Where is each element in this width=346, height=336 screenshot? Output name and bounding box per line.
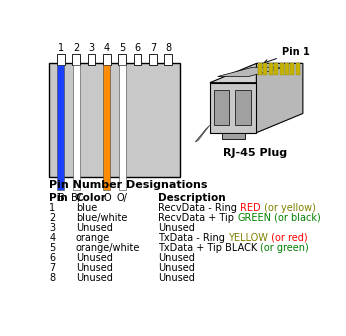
Text: B: B bbox=[57, 193, 64, 203]
Text: 2: 2 bbox=[73, 43, 79, 53]
Text: blue: blue bbox=[76, 203, 97, 213]
Text: (or black): (or black) bbox=[271, 213, 321, 223]
Text: YELLOW: YELLOW bbox=[228, 233, 268, 243]
Text: B/: B/ bbox=[71, 193, 81, 203]
Text: (or yellow): (or yellow) bbox=[261, 203, 316, 213]
Polygon shape bbox=[210, 64, 303, 83]
Text: O/: O/ bbox=[117, 193, 128, 203]
Bar bbox=[57, 54, 65, 65]
Text: 7: 7 bbox=[49, 263, 56, 273]
Text: 3: 3 bbox=[49, 223, 56, 233]
Bar bbox=[88, 54, 95, 65]
Text: 6: 6 bbox=[135, 43, 140, 53]
Bar bbox=[214, 90, 229, 125]
Bar bbox=[103, 65, 110, 190]
Text: orange: orange bbox=[76, 233, 110, 243]
Text: blue/white: blue/white bbox=[76, 213, 127, 223]
Bar bbox=[164, 54, 172, 65]
Text: RED: RED bbox=[240, 203, 261, 213]
Bar bbox=[149, 54, 157, 65]
Text: O: O bbox=[103, 193, 111, 203]
Polygon shape bbox=[274, 64, 278, 75]
Polygon shape bbox=[269, 64, 273, 75]
Polygon shape bbox=[263, 64, 267, 75]
Text: 5: 5 bbox=[119, 43, 125, 53]
Text: TxData + Tip BLACK: TxData + Tip BLACK bbox=[158, 243, 260, 253]
Text: RecvData - Ring: RecvData - Ring bbox=[158, 203, 240, 213]
Polygon shape bbox=[258, 64, 262, 75]
Text: (or red): (or red) bbox=[268, 233, 308, 243]
Polygon shape bbox=[221, 133, 245, 139]
Text: GREEN: GREEN bbox=[237, 213, 271, 223]
Polygon shape bbox=[218, 67, 283, 77]
Text: 6: 6 bbox=[49, 253, 56, 263]
Bar bbox=[57, 65, 64, 190]
Text: Unused: Unused bbox=[76, 253, 113, 263]
Text: 8: 8 bbox=[165, 43, 171, 53]
Polygon shape bbox=[256, 64, 303, 133]
Text: 1: 1 bbox=[49, 203, 56, 213]
Polygon shape bbox=[291, 64, 294, 75]
Bar bbox=[134, 54, 142, 65]
Text: Unused: Unused bbox=[158, 263, 195, 273]
Text: 5: 5 bbox=[49, 243, 56, 253]
Text: Description: Description bbox=[158, 193, 226, 203]
Text: Unused: Unused bbox=[76, 273, 113, 283]
Bar bbox=[103, 54, 111, 65]
Text: 4: 4 bbox=[104, 43, 110, 53]
Text: 8: 8 bbox=[49, 273, 56, 283]
Polygon shape bbox=[195, 125, 210, 142]
Text: Unused: Unused bbox=[158, 273, 195, 283]
Polygon shape bbox=[210, 83, 256, 133]
Text: 3: 3 bbox=[89, 43, 94, 53]
Text: RecvData + Tip: RecvData + Tip bbox=[158, 213, 237, 223]
Bar bbox=[235, 90, 251, 125]
Text: Unused: Unused bbox=[76, 223, 113, 233]
Polygon shape bbox=[285, 64, 289, 75]
Text: Unused: Unused bbox=[158, 223, 195, 233]
Bar bbox=[118, 54, 126, 65]
Text: RJ-45 Plug: RJ-45 Plug bbox=[223, 148, 287, 158]
Text: (or green): (or green) bbox=[260, 243, 309, 253]
Bar bbox=[72, 54, 80, 65]
Text: Pin 1: Pin 1 bbox=[264, 47, 310, 64]
Bar bbox=[49, 64, 180, 177]
Bar bbox=[73, 65, 80, 190]
Bar bbox=[119, 65, 126, 190]
Text: TxData - Ring: TxData - Ring bbox=[158, 233, 228, 243]
Text: Unused: Unused bbox=[158, 253, 195, 263]
Text: orange/white: orange/white bbox=[76, 243, 140, 253]
Text: 2: 2 bbox=[49, 213, 56, 223]
Text: 4: 4 bbox=[49, 233, 56, 243]
Text: Color: Color bbox=[76, 193, 107, 203]
Text: Pin: Pin bbox=[49, 193, 68, 203]
Text: 1: 1 bbox=[58, 43, 64, 53]
Polygon shape bbox=[296, 64, 300, 75]
Text: Unused: Unused bbox=[76, 263, 113, 273]
Text: Pin Number Designations: Pin Number Designations bbox=[49, 180, 208, 191]
Text: 7: 7 bbox=[150, 43, 156, 53]
Polygon shape bbox=[280, 64, 283, 75]
